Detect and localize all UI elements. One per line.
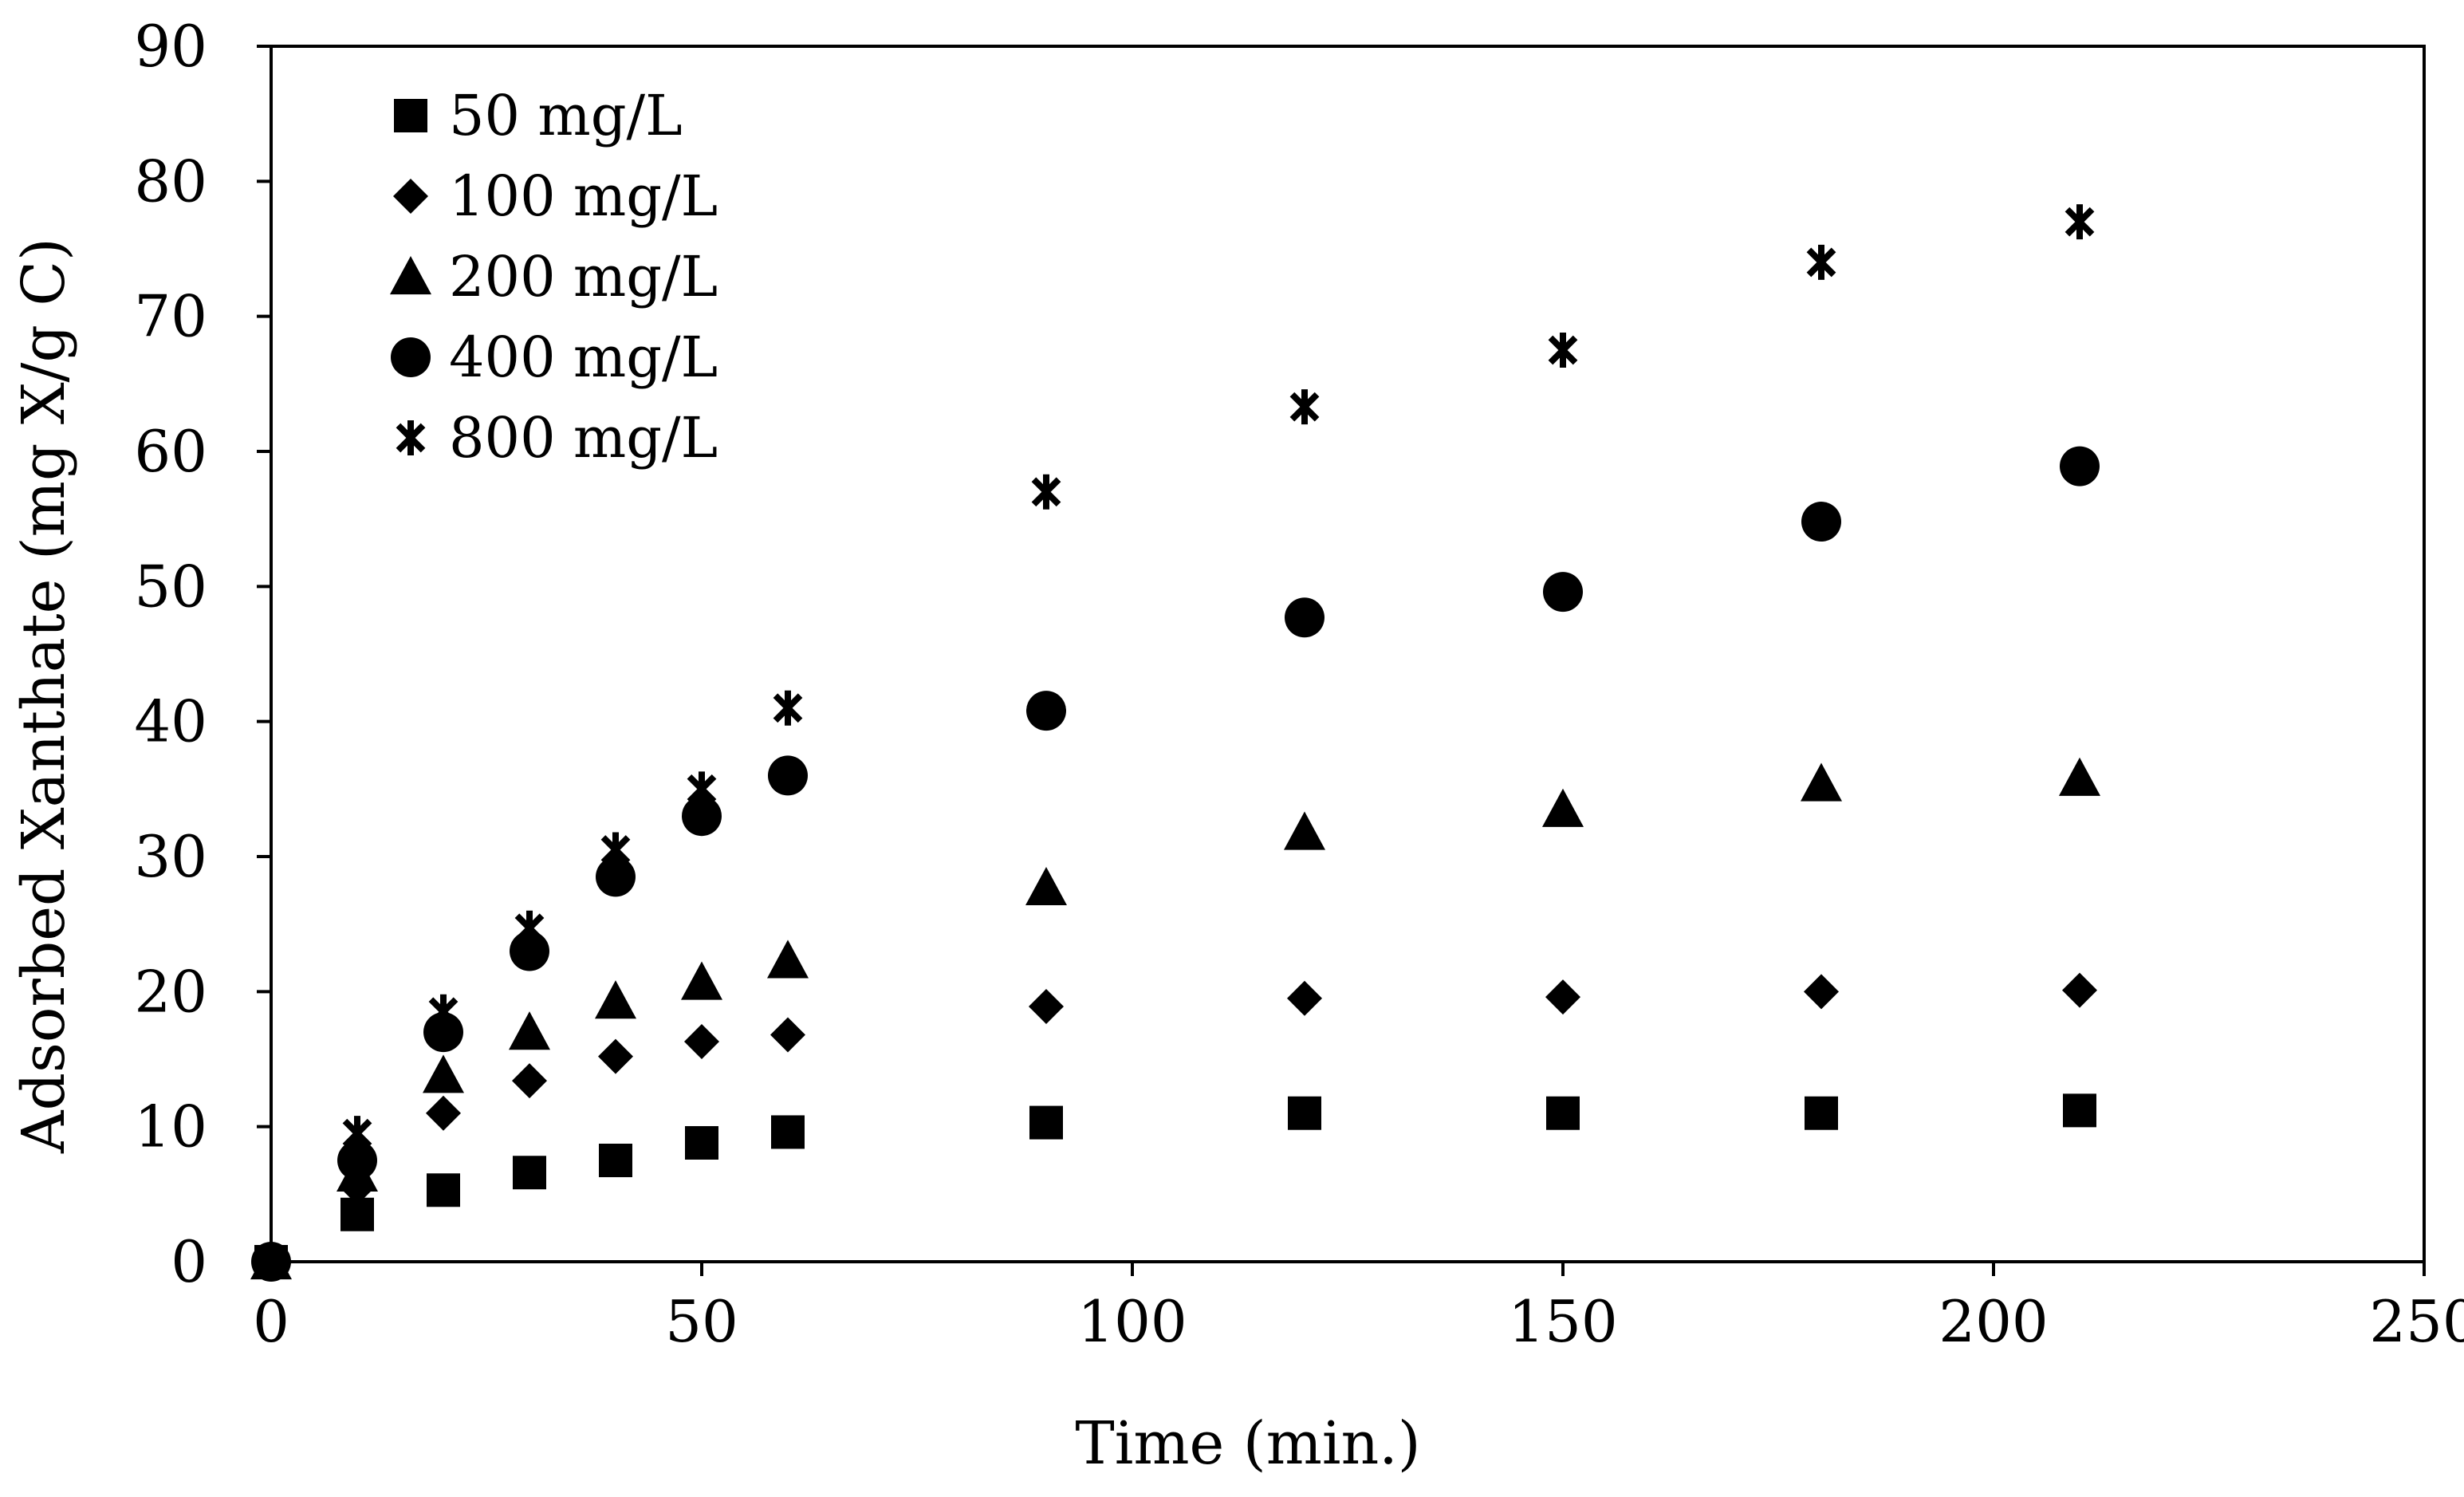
data-point xyxy=(1029,1105,1063,1140)
x-tick-label: 200 xyxy=(1939,1288,2048,1355)
data-point xyxy=(596,857,636,897)
data-point xyxy=(514,910,545,946)
legend-item: 200 mg/L xyxy=(390,244,718,309)
y-tick-label: 70 xyxy=(134,283,207,350)
data-point xyxy=(767,940,809,979)
y-axis-title: Adsorbed Xanthate (mg X/g C) xyxy=(10,238,78,1154)
data-point xyxy=(2059,757,2100,796)
legend-item: 800 mg/L xyxy=(396,405,718,471)
data-point xyxy=(599,1144,632,1177)
data-point xyxy=(771,1115,805,1149)
legend: 50 mg/L 100 mg/L 200 mg/L 400 mg/L 800 mg/L xyxy=(390,83,718,471)
data-point xyxy=(687,771,717,807)
data-point xyxy=(1026,691,1066,731)
x-tick-label: 0 xyxy=(253,1288,289,1355)
data-point xyxy=(1543,572,1583,613)
y-tick-label: 80 xyxy=(134,148,207,215)
x-tick-label: 100 xyxy=(1077,1288,1187,1355)
data-point xyxy=(512,1063,547,1099)
data-point xyxy=(2060,446,2100,487)
data-point xyxy=(1546,1096,1580,1130)
series-star xyxy=(256,204,2095,1279)
legend-marker xyxy=(391,337,431,377)
data-point xyxy=(1805,1096,1838,1130)
data-point xyxy=(1025,866,1067,906)
data-point xyxy=(426,1095,461,1131)
y-tick-label: 60 xyxy=(134,418,207,485)
y-tick-label: 40 xyxy=(134,688,207,755)
y-tick-label: 50 xyxy=(134,553,207,620)
data-point xyxy=(2063,1093,2096,1128)
data-point xyxy=(768,755,808,796)
legend-label: 100 mg/L xyxy=(449,163,718,229)
legend-item: 50 mg/L xyxy=(394,83,683,148)
data-point xyxy=(2062,972,2097,1008)
data-point xyxy=(595,980,636,1019)
data-point xyxy=(423,1054,464,1093)
axes xyxy=(270,45,2426,1263)
data-point xyxy=(770,1017,805,1053)
data-point xyxy=(428,994,459,1030)
data-point xyxy=(1804,974,1839,1010)
series-triangle xyxy=(250,757,2100,1280)
data-point xyxy=(773,690,803,726)
legend-label: 50 mg/L xyxy=(449,83,683,148)
data-point xyxy=(681,961,722,1000)
data-points xyxy=(250,204,2100,1282)
data-point xyxy=(2064,204,2095,240)
y-tick-label: 20 xyxy=(134,958,207,1025)
data-point xyxy=(509,1011,550,1050)
data-point xyxy=(1545,979,1580,1015)
data-point xyxy=(1284,811,1325,850)
data-point xyxy=(682,796,722,837)
data-point xyxy=(1548,333,1578,368)
data-point xyxy=(1288,1096,1321,1130)
legend-marker xyxy=(393,179,428,214)
y-tick-label: 10 xyxy=(134,1093,207,1160)
y-tick-label: 90 xyxy=(134,13,207,80)
data-point xyxy=(600,832,631,868)
data-point xyxy=(513,1156,546,1190)
data-point xyxy=(337,1140,377,1180)
x-tick-label: 150 xyxy=(1508,1288,1617,1355)
axis-ticks: 0 50 100 150 200 250 0 10 20 30 40 50 60 70 80 90 xyxy=(134,13,2464,1355)
legend-marker xyxy=(396,420,426,455)
legend-marker xyxy=(394,99,427,132)
data-point xyxy=(427,1173,460,1207)
data-point xyxy=(1806,244,1836,280)
data-point xyxy=(1542,788,1584,827)
data-point xyxy=(685,1125,718,1160)
data-point xyxy=(1029,988,1064,1024)
plot-frame xyxy=(270,45,2426,1263)
legend-item: 100 mg/L xyxy=(393,163,718,229)
legend-label: 800 mg/L xyxy=(449,405,718,471)
data-point xyxy=(342,1116,372,1152)
legend-marker xyxy=(390,256,431,295)
data-point xyxy=(684,1023,719,1059)
y-tick-label: 0 xyxy=(171,1228,207,1295)
x-tick-label: 250 xyxy=(2369,1288,2464,1355)
data-point xyxy=(256,1244,286,1279)
data-point xyxy=(1801,762,1842,802)
legend-label: 200 mg/L xyxy=(449,244,718,309)
y-tick-label: 30 xyxy=(134,823,207,890)
x-axis-title: Time (min.) xyxy=(1075,1409,1420,1478)
data-point xyxy=(1285,597,1324,638)
data-point xyxy=(1031,474,1061,510)
data-point xyxy=(598,1038,633,1074)
data-point xyxy=(1289,389,1320,425)
data-point xyxy=(1801,502,1841,542)
legend-label: 400 mg/L xyxy=(449,325,718,390)
legend-item: 400 mg/L xyxy=(391,325,718,390)
x-tick-label: 50 xyxy=(665,1288,738,1355)
data-point xyxy=(1287,980,1322,1016)
series-square xyxy=(254,1093,2096,1278)
